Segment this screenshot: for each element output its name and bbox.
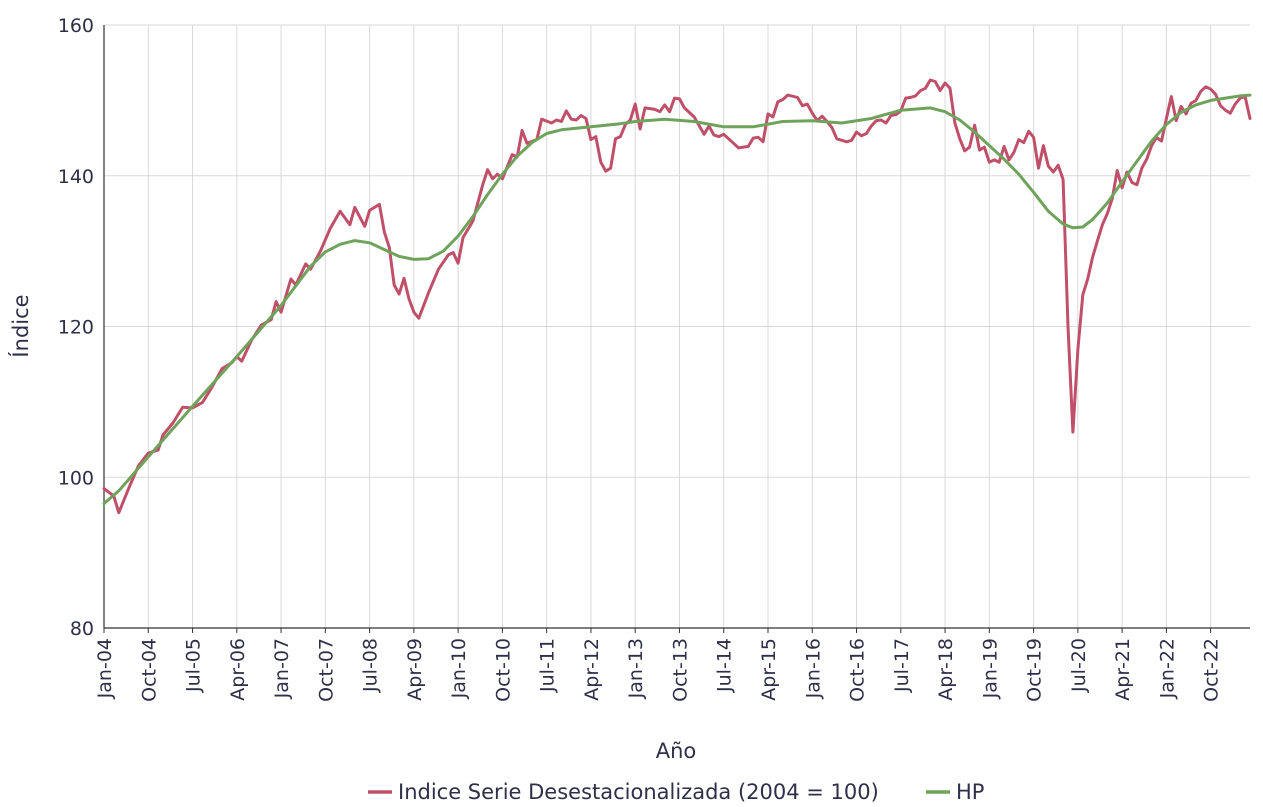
y-axis-title: Índice: [8, 294, 33, 357]
series-line-hp: [102, 93, 1252, 506]
legend: Indice Serie Desestacionalizada (2004 = …: [368, 780, 984, 804]
axes: [103, 25, 1250, 629]
x-tick-label: Apr-12: [581, 638, 603, 701]
legend-item-series-1: Indice Serie Desestacionalizada (2004 = …: [368, 780, 879, 804]
x-tick-label: Jan-10: [448, 638, 470, 699]
x-tick-label: Jul-17: [891, 638, 913, 693]
x-tick-label: Jan-19: [979, 638, 1001, 699]
x-tick-label: Jan-04: [94, 638, 116, 699]
x-tick-label: Oct-04: [138, 638, 160, 702]
y-tick-label: 100: [58, 467, 94, 489]
legend-label: Indice Serie Desestacionalizada (2004 = …: [398, 780, 879, 804]
x-tick-label: Apr-21: [1112, 638, 1134, 701]
x-tick-label: Apr-06: [227, 638, 249, 701]
x-tick-label: Jan-13: [625, 638, 647, 699]
x-tick-label: Oct-19: [1024, 638, 1046, 702]
y-tick-label: 160: [58, 15, 94, 37]
series: [102, 78, 1252, 515]
x-tick-label: Jul-11: [537, 638, 559, 693]
x-axis-title: Año: [656, 739, 697, 763]
x-tick-label: Jan-22: [1156, 638, 1178, 699]
x-tick-label: Oct-13: [669, 638, 691, 702]
x-tick-label: Apr-09: [404, 638, 426, 701]
x-tick-label: Apr-18: [935, 638, 957, 701]
x-tick-label: Jul-14: [714, 638, 736, 693]
series-line-desestacionalizada: [102, 78, 1252, 515]
y-tick-label: 140: [58, 166, 94, 188]
legend-item-series-2: HP: [926, 780, 984, 804]
x-tick-label: Jul-08: [360, 638, 382, 693]
x-tick-label: Oct-16: [847, 638, 869, 702]
legend-label: HP: [956, 780, 984, 804]
x-tick-label: Jul-05: [183, 638, 205, 693]
x-tick-label: Oct-07: [315, 638, 337, 702]
x-tick-label: Apr-15: [758, 638, 780, 701]
y-tick-label: 80: [70, 618, 94, 640]
x-tick-label: Oct-22: [1201, 638, 1223, 702]
x-tick-label: Jan-07: [271, 638, 293, 699]
x-tick-label: Oct-10: [492, 638, 514, 702]
x-tick-label: Jan-16: [802, 638, 824, 699]
grid: [103, 24, 1250, 629]
y-tick-label: 120: [58, 317, 94, 339]
x-tick-label: Jul-20: [1068, 638, 1090, 693]
y-axis-ticks: 80 100 120 140 160: [58, 15, 94, 640]
x-axis-ticks: Jan-04 Oct-04 Jul-05 Apr-06 Jan-07 Oct-07 Jul-…: [94, 628, 1223, 702]
